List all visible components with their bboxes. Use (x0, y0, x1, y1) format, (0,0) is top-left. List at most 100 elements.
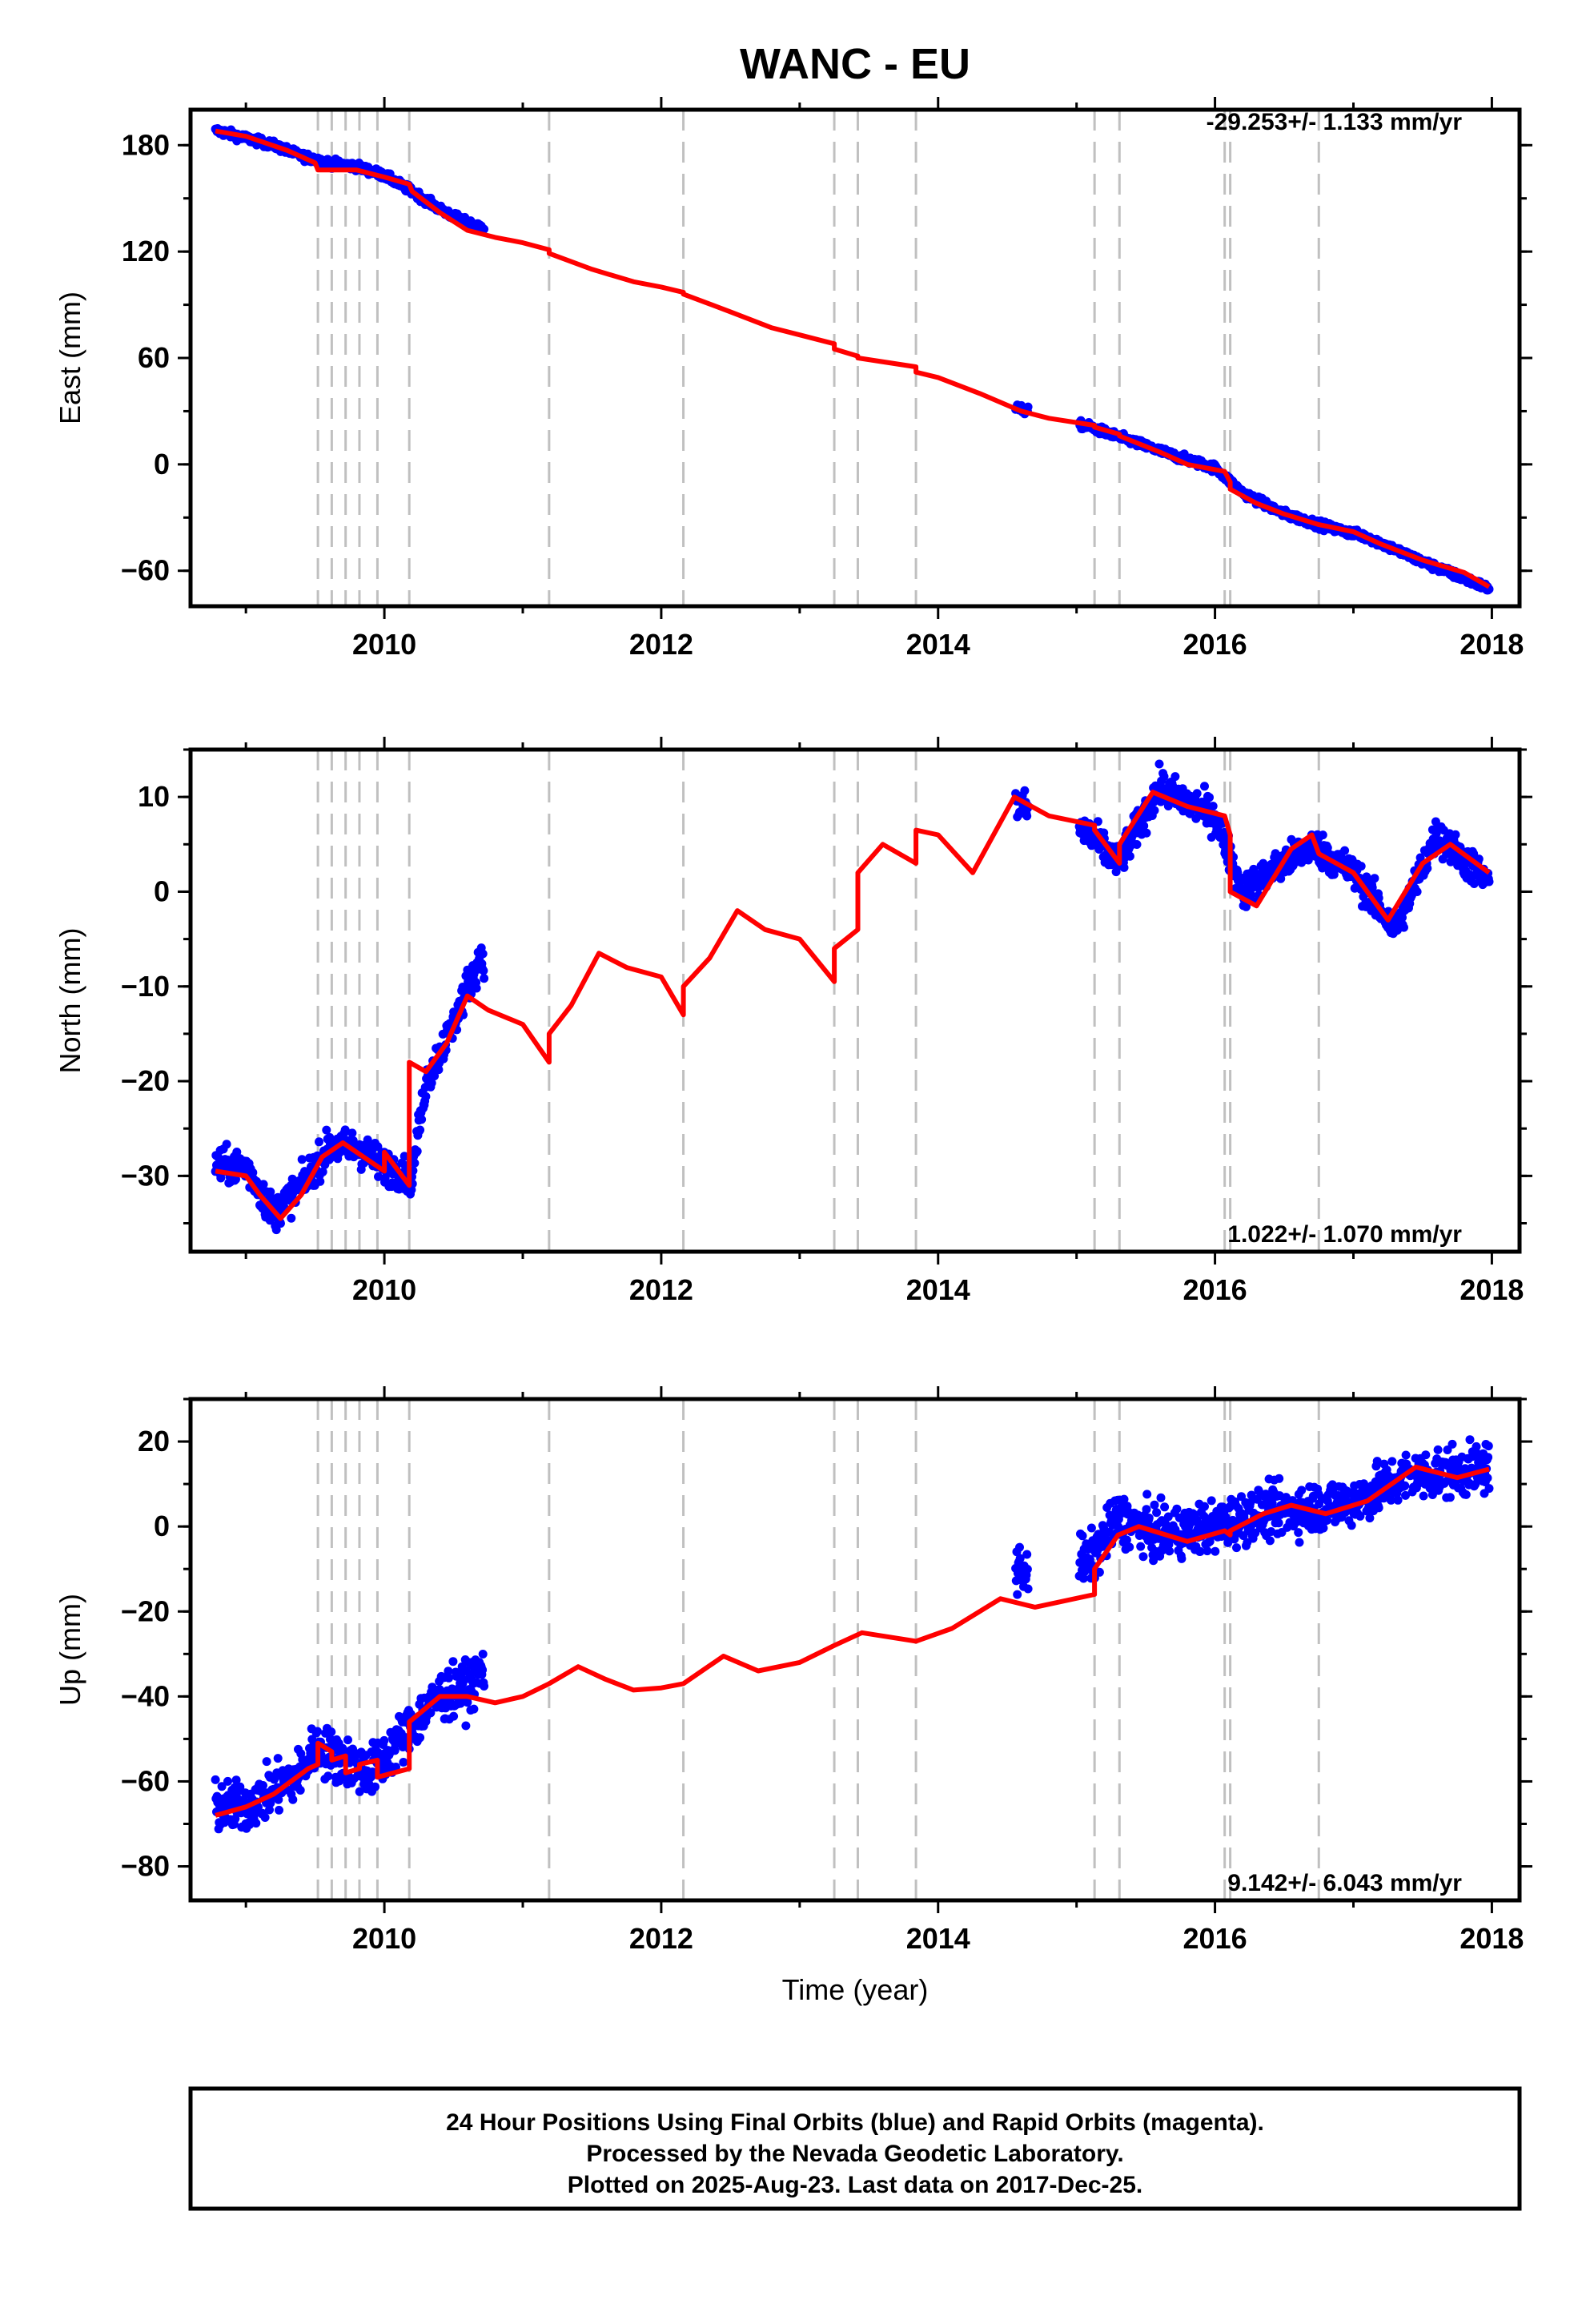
y-tick-label-up: −20 (121, 1594, 170, 1627)
caption-line-3: Plotted on 2025-Aug-23. Last data on 201… (568, 2172, 1143, 2198)
data-point (1177, 1554, 1186, 1563)
data-point (231, 1775, 241, 1785)
caption-box: 24 Hour Positions Using Final Orbits (bl… (188, 2086, 1522, 2211)
data-point (1023, 1584, 1033, 1594)
figure-title: WANC - EU (740, 40, 970, 88)
data-point (461, 1721, 471, 1731)
x-tick-label-north: 2012 (629, 1273, 693, 1306)
data-point (1401, 1490, 1410, 1500)
y-tick-label-north: 0 (154, 875, 170, 907)
panel-east: 2010 2012 2014 2016 2018 180 120 60 0 −60 East (mm… (54, 97, 1532, 661)
data-point (251, 1819, 261, 1828)
data-point (1421, 1450, 1431, 1460)
x-tick-label-east: 2014 (906, 628, 970, 661)
data-point (1163, 1512, 1173, 1522)
data-point (315, 1137, 323, 1147)
data-point (340, 1125, 350, 1135)
data-point (1078, 1574, 1088, 1583)
y-tick-label-east: 0 (154, 448, 170, 480)
data-point (1484, 1453, 1493, 1462)
data-point (1172, 1504, 1182, 1514)
y-tick-label-north: −20 (121, 1064, 170, 1097)
data-point (1023, 402, 1033, 412)
data-point (1223, 1538, 1233, 1547)
data-point (399, 1758, 408, 1767)
data-point (323, 1771, 333, 1781)
data-point (211, 1775, 220, 1784)
data-point (1233, 867, 1243, 877)
x-tick-label-up: 2014 (906, 1922, 970, 1955)
data-point (288, 1795, 298, 1804)
data-points-up (211, 1435, 1494, 1834)
y-tick-label-east: 60 (138, 341, 170, 374)
data-point (1119, 1494, 1129, 1504)
caption-line-1: 24 Hour Positions Using Final Orbits (bl… (446, 2109, 1264, 2136)
rate-label-north: 1.022+/- 1.070 mm/yr (1227, 1221, 1462, 1248)
data-point (1400, 1481, 1410, 1490)
data-point (1138, 1552, 1148, 1562)
data-point (266, 1187, 275, 1196)
data-point (259, 1180, 268, 1189)
data-point (1200, 1502, 1209, 1511)
data-point (434, 1065, 444, 1075)
data-point (1144, 1514, 1154, 1522)
data-point (222, 1140, 231, 1149)
data-point (1355, 1511, 1365, 1521)
data-point (480, 974, 489, 983)
data-point (444, 1667, 453, 1676)
x-tick-label-north: 2016 (1183, 1273, 1247, 1306)
data-point (1020, 786, 1030, 795)
data-point (1242, 902, 1251, 911)
data-point (1412, 887, 1422, 896)
data-point (1323, 1515, 1332, 1525)
data-point (1275, 1474, 1284, 1483)
data-point (1295, 1538, 1304, 1547)
data-points-north (211, 759, 1494, 1235)
data-point (259, 1781, 267, 1790)
data-point (1356, 862, 1366, 871)
y-tick-label-up: −60 (121, 1764, 170, 1797)
data-point (1451, 830, 1460, 839)
data-point (318, 1167, 327, 1176)
caption-line-2: Processed by the Nevada Geodetic Laborat… (586, 2141, 1123, 2167)
data-point (1267, 1498, 1277, 1508)
x-tick-label-east: 2018 (1460, 628, 1524, 661)
y-tick-label-north: −10 (121, 970, 170, 1003)
data-point (416, 1733, 425, 1743)
data-point (1015, 1542, 1024, 1552)
data-point (287, 1213, 296, 1223)
x-tick-label-north: 2014 (906, 1273, 970, 1306)
data-point (1370, 874, 1379, 883)
data-point (232, 1148, 242, 1156)
data-point (1362, 872, 1371, 882)
data-point (1471, 1480, 1480, 1489)
data-point (347, 1128, 357, 1138)
data-point (265, 1805, 274, 1815)
data-point (444, 1673, 454, 1683)
y-tick-label-north: −30 (121, 1159, 170, 1192)
x-tick-label-up: 2018 (1460, 1922, 1524, 1955)
data-point (426, 1708, 436, 1718)
data-point (480, 1682, 489, 1691)
y-axis-label-north: North (mm) (54, 928, 86, 1074)
y-tick-label-up: −80 (121, 1850, 170, 1883)
data-point (1318, 830, 1327, 840)
y-tick-label-north: 10 (138, 780, 170, 813)
data-point (1149, 1556, 1158, 1566)
data-point (1208, 802, 1218, 811)
data-points-east (211, 124, 1494, 595)
data-point (270, 1775, 279, 1784)
data-point (363, 1135, 372, 1144)
data-point (416, 1125, 425, 1135)
data-point (295, 1786, 305, 1795)
data-point (478, 1650, 488, 1659)
data-point (1013, 1590, 1022, 1599)
data-point (1078, 1531, 1087, 1541)
data-point (1119, 862, 1129, 872)
x-tick-label-east: 2016 (1183, 628, 1247, 661)
data-point (1465, 1435, 1475, 1445)
data-point (1387, 1457, 1397, 1466)
data-point (1195, 1546, 1205, 1556)
data-point (1297, 1486, 1307, 1495)
data-point (275, 1805, 283, 1815)
